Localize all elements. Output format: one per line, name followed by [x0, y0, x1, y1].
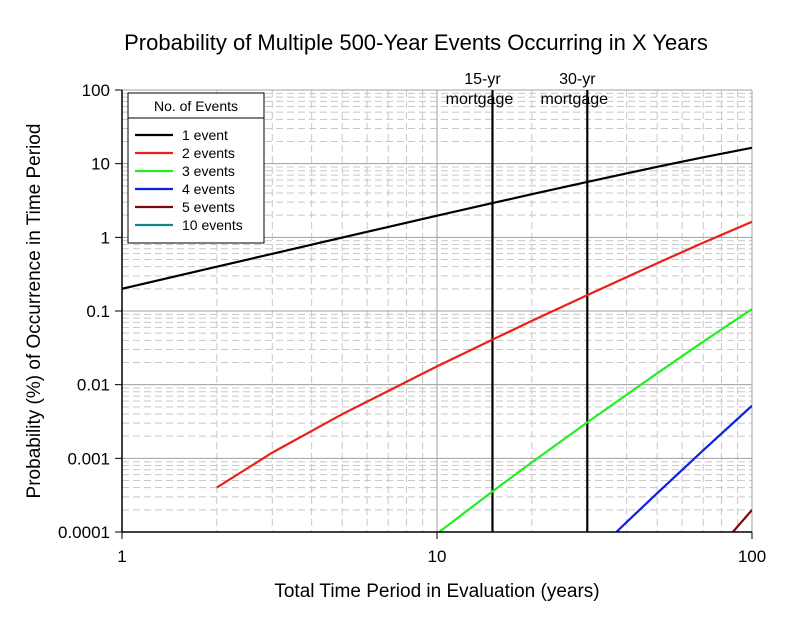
y-tick-label: 1 [101, 228, 110, 247]
y-axis-label: Probability (%) of Occurrence in Time Pe… [24, 124, 45, 499]
x-tick-label: 1 [117, 547, 126, 566]
x-tick-label: 10 [428, 547, 447, 566]
series-line-2 [216, 220, 752, 489]
x-axis-label: Total Time Period in Evaluation (years) [274, 581, 599, 602]
y-axis-ticks: 0.0001 0.001 0.01 0.1 1 10 100 [58, 81, 122, 542]
y-tick-label: 10 [91, 155, 110, 174]
y-tick-label: 0.001 [67, 449, 110, 468]
mortgage-label-line2: mortgage [540, 91, 608, 108]
series-line-1 [122, 146, 752, 290]
mortgage-label-line1: 30-yr [559, 71, 596, 88]
legend: No. of Events 1 event 2 events 3 events 4 ev… [127, 92, 265, 244]
legend-entry: 5 events [182, 199, 235, 215]
y-tick-label: 0.1 [86, 302, 110, 321]
series-lines [122, 146, 752, 532]
legend-entry: 10 events [182, 217, 243, 233]
mortgage-label-line1: 15-yr [464, 71, 501, 88]
x-tick-label: 100 [738, 547, 766, 566]
legend-entry: 2 events [182, 145, 235, 161]
legend-entry: 3 events [182, 163, 235, 179]
legend-entry: 4 events [182, 181, 235, 197]
legend-title: No. of Events [154, 98, 238, 114]
mortgage-label-line2: mortgage [446, 91, 514, 108]
series-line-3 [437, 308, 752, 532]
series-line-4 [614, 404, 752, 532]
legend-entry: 1 event [182, 127, 228, 143]
y-tick-label: 0.0001 [58, 523, 110, 542]
y-tick-label: 100 [82, 81, 110, 100]
chart-title: Probability of Multiple 500-Year Events … [124, 30, 708, 55]
annotations: 15-yr mortgage 30-yr mortgage [446, 71, 608, 532]
y-tick-label: 0.01 [77, 376, 110, 395]
series-line-5 [731, 509, 752, 532]
x-axis-ticks: 1 10 100 [117, 532, 766, 566]
